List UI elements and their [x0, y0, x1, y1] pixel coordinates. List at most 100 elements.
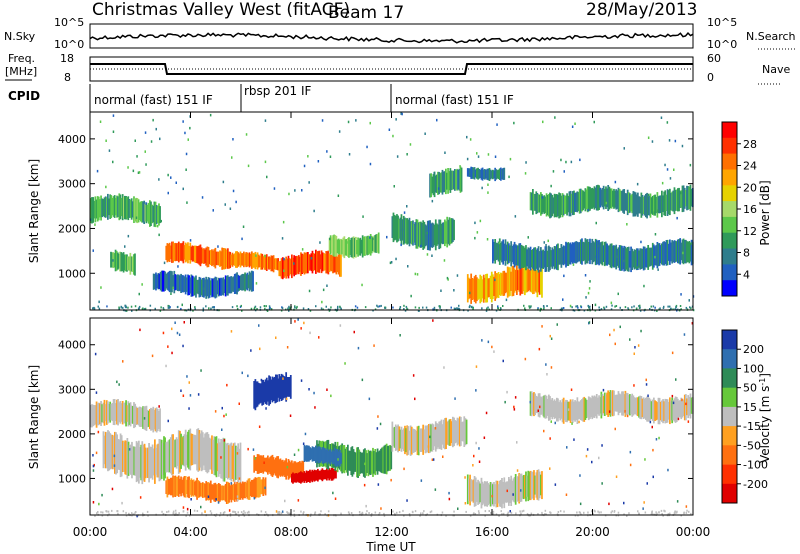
heatmap-cell: [689, 393, 692, 419]
heatmap-speckle: [376, 304, 378, 307]
heatmap-cell: [655, 196, 658, 214]
heatmap-cell: [614, 190, 616, 208]
heatmap-speckle: [687, 420, 690, 423]
heatmap-cell: [434, 175, 437, 193]
heatmap-speckle: [580, 306, 583, 309]
heatmap-speckle: [658, 436, 660, 440]
heatmap-cell: [651, 195, 654, 215]
heatmap-speckle: [465, 510, 467, 513]
heatmap-speckle: [264, 307, 266, 310]
heatmap-cell: [442, 419, 445, 449]
heatmap-speckle: [160, 219, 162, 223]
heatmap-cell: [405, 218, 407, 244]
heatmap-speckle: [608, 410, 611, 413]
heatmap-cell: [632, 251, 635, 268]
heatmap-speckle: [528, 514, 530, 517]
heatmap-cell: [161, 442, 164, 475]
heatmap-cell: [126, 197, 129, 219]
heatmap-cell: [201, 248, 204, 263]
heatmap-speckle: [145, 163, 147, 166]
heatmap-cell: [196, 477, 198, 500]
heatmap-speckle: [624, 306, 627, 309]
heatmap-cell: [205, 432, 208, 472]
heatmap-speckle: [422, 512, 424, 515]
heatmap-speckle: [339, 324, 342, 327]
heatmap-cell: [421, 223, 423, 247]
heatmap-speckle: [614, 305, 616, 308]
heatmap-cell: [431, 222, 434, 248]
heatmap-speckle: [243, 514, 246, 517]
heatmap-speckle: [96, 512, 98, 515]
heatmap-cell: [476, 168, 478, 179]
heatmap-cell: [270, 455, 273, 476]
heatmap-speckle: [479, 219, 482, 223]
heatmap-cell: [176, 438, 179, 467]
heatmap-speckle: [169, 306, 171, 309]
heatmap-speckle: [288, 305, 290, 308]
heatmap-cell: [496, 170, 499, 179]
heatmap-speckle: [136, 155, 138, 158]
heatmap-cell: [215, 436, 218, 478]
heatmap-cell: [449, 218, 452, 244]
colorbar-swatch: [722, 330, 737, 350]
heatmap-speckle: [509, 157, 512, 161]
heatmap-cell: [275, 258, 277, 270]
heatmap-speckle: [189, 514, 191, 517]
heatmap-cell: [90, 198, 92, 224]
heatmap-cell: [525, 245, 527, 271]
heatmap-cell: [238, 448, 241, 477]
heatmap-speckle: [578, 420, 580, 424]
heatmap-cell: [632, 191, 635, 217]
heatmap-speckle: [636, 266, 639, 269]
heatmap-cell: [367, 235, 370, 255]
heatmap-cell: [325, 251, 328, 274]
heatmap-speckle: [182, 506, 185, 509]
heatmap-speckle: [685, 306, 688, 309]
heatmap-cell: [205, 481, 208, 501]
heatmap-cell: [183, 245, 186, 260]
heatmap-cell: [365, 236, 367, 255]
heatmap-speckle: [238, 477, 241, 480]
heatmap-cell: [328, 253, 331, 272]
heatmap-speckle: [158, 233, 160, 237]
heatmap-cell: [252, 271, 254, 292]
heatmap-cell: [435, 174, 438, 193]
heatmap-cell: [211, 249, 213, 267]
heatmap-cell: [325, 449, 328, 463]
heatmap-cell: [409, 221, 412, 244]
heatmap-cell: [253, 381, 256, 409]
heatmap-speckle: [320, 307, 323, 310]
heatmap-cell: [423, 429, 426, 450]
heatmap-cell: [315, 445, 317, 463]
heatmap-cell: [360, 452, 363, 474]
heatmap-speckle: [181, 303, 183, 307]
heatmap-speckle: [106, 305, 108, 308]
heatmap-cell: [613, 390, 615, 416]
heatmap-cell: [452, 218, 454, 242]
heatmap-speckle: [399, 308, 401, 311]
heatmap-cell: [558, 402, 560, 419]
heatmap-cell: [485, 481, 487, 506]
heatmap-speckle: [662, 307, 665, 309]
heatmap-cell: [299, 256, 301, 272]
heatmap-cell: [190, 478, 193, 497]
heatmap-speckle: [663, 509, 665, 512]
heatmap-speckle: [669, 305, 671, 308]
heatmap-cell: [631, 248, 634, 270]
heatmap-cell: [577, 242, 580, 262]
heatmap-cell: [524, 474, 526, 499]
colorbar-swatch: [722, 232, 737, 249]
colorbar-swatch: [722, 169, 737, 186]
heatmap-cell: [137, 199, 140, 223]
heatmap-cell: [111, 252, 113, 268]
heatmap-cell: [301, 253, 304, 274]
heatmap-cell: [536, 248, 539, 271]
heatmap-cell: [179, 430, 181, 473]
heatmap-cell: [214, 247, 217, 269]
heatmap-cell: [164, 271, 166, 291]
heatmap-speckle: [166, 511, 168, 513]
heatmap-speckle: [614, 180, 617, 184]
heatmap-cell: [522, 246, 525, 268]
heatmap-speckle: [138, 307, 140, 310]
heatmap-cell: [496, 273, 499, 298]
